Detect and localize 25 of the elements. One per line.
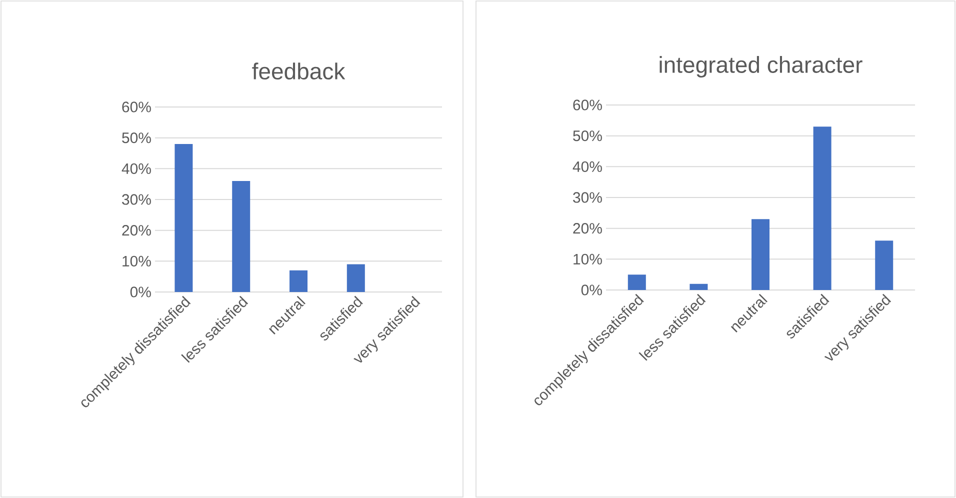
bar	[813, 126, 832, 290]
bar	[346, 264, 365, 292]
bar	[232, 180, 250, 292]
y-tick-label: 60%	[573, 100, 602, 110]
y-tick-label: 50%	[573, 130, 602, 142]
y-tick-label: 40%	[572, 161, 602, 172]
y-tick-label: 20%	[122, 225, 151, 236]
chart-title: feedback	[252, 62, 346, 80]
bar	[875, 240, 894, 290]
y-tick-label: 0%	[581, 284, 602, 296]
y-tick-label: 40%	[122, 163, 151, 174]
y-tick-label: 60%	[122, 102, 151, 112]
chart-title: integrated character	[660, 56, 862, 78]
y-tick-label: 0%	[130, 286, 151, 298]
y-tick-label: 30%	[573, 192, 602, 203]
bar	[752, 219, 770, 290]
y-tick-label: 10%	[574, 254, 602, 264]
bar	[174, 144, 193, 292]
y-tick-label: 10%	[122, 256, 151, 266]
y-tick-label: 50%	[122, 132, 151, 144]
bar	[690, 284, 708, 290]
bar	[290, 270, 308, 292]
y-tick-label: 20%	[573, 223, 602, 234]
y-tick-label: 30%	[122, 194, 151, 205]
bar	[628, 274, 646, 290]
